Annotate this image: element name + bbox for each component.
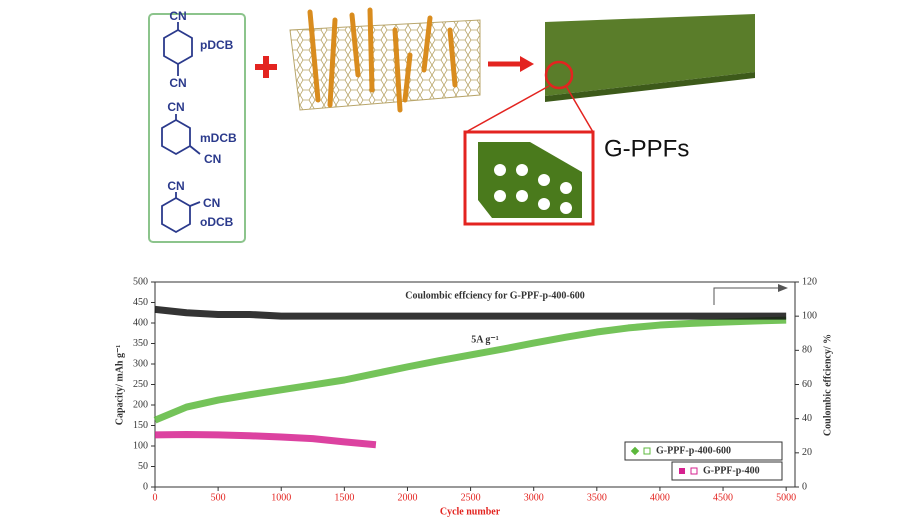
molecule-name: oDCB <box>200 215 234 229</box>
group-label: CN <box>167 179 184 193</box>
x-tick-label: 4000 <box>650 492 670 503</box>
y2-tick-label: 100 <box>802 310 817 321</box>
legend-label: G-PPF-p-400 <box>703 465 760 476</box>
y-tick-label: 350 <box>133 338 148 349</box>
y-tick-label: 200 <box>133 399 148 410</box>
pores <box>494 164 572 214</box>
x-tick-label: 4500 <box>713 492 733 503</box>
x-tick-label: 3500 <box>587 492 607 503</box>
y2-tick-label: 40 <box>802 413 812 424</box>
legend-box <box>624 441 783 461</box>
group-label: CN <box>167 100 184 114</box>
legend-box <box>671 461 783 481</box>
annotation: 5A g⁻¹ <box>471 334 498 345</box>
y2-tick-label: 80 <box>802 345 812 356</box>
legend-label: G-PPF-p-400-600 <box>656 445 731 456</box>
fibers <box>307 7 458 113</box>
y-tick-label: 450 <box>133 297 148 308</box>
series-line <box>153 316 787 424</box>
x-tick-label: 500 <box>211 492 226 503</box>
y2-tick-label: 20 <box>802 447 812 458</box>
graphene <box>289 19 481 111</box>
molecule-name: pDCB <box>200 38 234 52</box>
x-tick-label: 1000 <box>271 492 291 503</box>
legend-swatch <box>643 447 651 455</box>
x-tick-label: 2500 <box>461 492 481 503</box>
plus-sign <box>255 56 277 78</box>
x-tick-label: 2000 <box>397 492 417 503</box>
group-label: CN <box>169 76 186 90</box>
x-tick-label: 1500 <box>334 492 354 503</box>
y-axis-label: Capacity/ mAh g⁻¹ <box>114 345 125 426</box>
molecule-rings <box>161 22 201 234</box>
y2-axis-label: Coulombic effciency/ % <box>822 334 833 436</box>
group-label: CN <box>169 9 186 23</box>
x-tick-label: 3000 <box>524 492 544 503</box>
y2-tick-label: 60 <box>802 379 812 390</box>
zoom-lines <box>465 85 594 133</box>
series-line <box>154 305 787 320</box>
y-tick-label: 0 <box>143 481 148 492</box>
molecule-name: mDCB <box>200 131 237 145</box>
ppf-sheet <box>545 14 755 96</box>
y-tick-label: 300 <box>133 358 148 369</box>
group-label: CN <box>203 196 220 210</box>
legend-swatch <box>679 468 685 474</box>
ppf-sheet-edge <box>545 72 755 102</box>
series-line <box>154 431 377 449</box>
annotation-arrow-head <box>778 284 788 292</box>
x-tick-label: 5000 <box>776 492 796 503</box>
legend-swatch <box>630 446 640 456</box>
y-tick-label: 250 <box>133 379 148 390</box>
zoom-circle <box>544 60 574 90</box>
molecule-box <box>148 13 246 243</box>
y2-tick-label: 0 <box>802 481 807 492</box>
legend-swatch <box>690 467 698 475</box>
y-tick-label: 50 <box>138 461 148 472</box>
annotation-arrow <box>713 287 778 305</box>
y-tick-label: 100 <box>133 440 148 451</box>
group-label: CN <box>204 152 221 166</box>
y-tick-label: 150 <box>133 420 148 431</box>
arrow-head <box>520 56 534 72</box>
x-axis-label: Cycle number <box>440 506 501 517</box>
y2-tick-label: 120 <box>802 276 817 287</box>
product-label: G-PPFs <box>604 135 689 162</box>
x-tick-label: 0 <box>153 492 158 503</box>
y-tick-label: 500 <box>133 276 148 287</box>
chart-title: Coulombic effciency for G-PPF-p-400-600 <box>405 290 585 301</box>
y-tick-label: 400 <box>133 317 148 328</box>
